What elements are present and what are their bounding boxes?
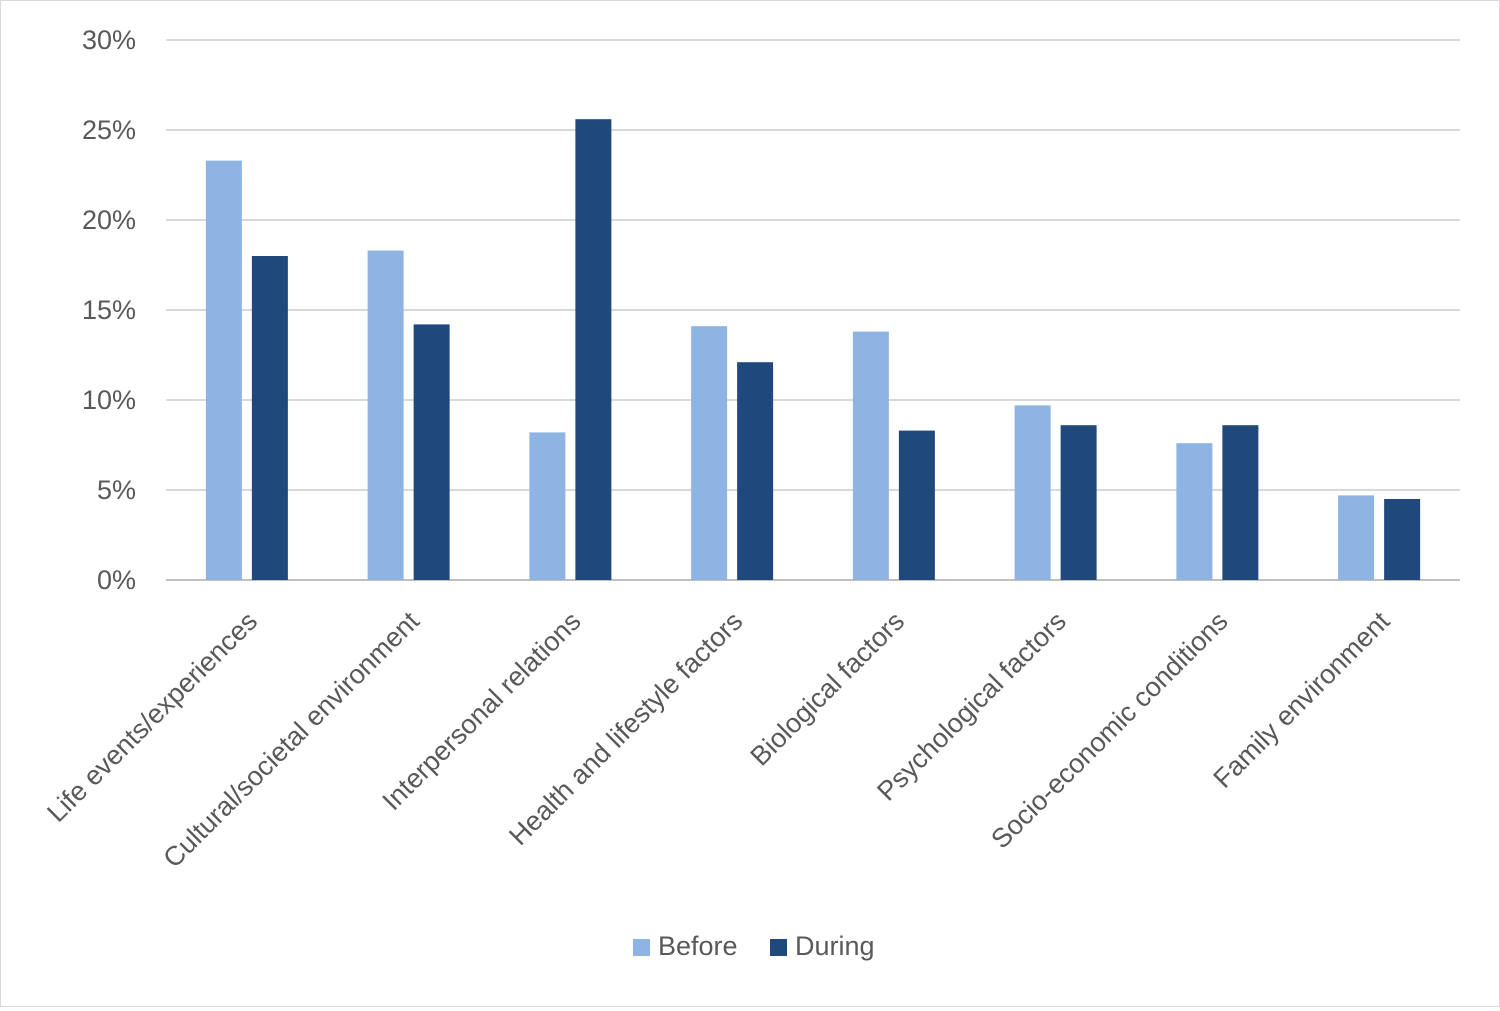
legend-label-before: Before: [658, 931, 738, 961]
bar-during-3: [575, 119, 612, 580]
x-tick-label: Family environment: [1208, 606, 1396, 794]
bar-during-2: [413, 324, 450, 580]
bar-during-8: [1384, 499, 1421, 580]
y-tick-label: 15%: [82, 295, 136, 325]
bar-before-6: [1014, 405, 1051, 580]
bar-before-1: [205, 160, 242, 580]
legend-label-during: During: [795, 931, 875, 961]
y-axis-ticks: 0% 5% 10% 15% 20% 25% 30%: [82, 25, 136, 595]
x-axis-labels: Life events/experiencesCultural/societal…: [41, 606, 1395, 874]
bar-before-4: [691, 326, 728, 580]
y-tick-label: 20%: [82, 205, 136, 235]
bar-during-7: [1222, 425, 1259, 580]
bar-before-8: [1338, 495, 1375, 580]
bar-before-5: [852, 331, 889, 580]
gridlines: [166, 39, 1460, 581]
y-tick-label: 10%: [82, 385, 136, 415]
x-tick-label: Cultural/societal environment: [157, 606, 425, 874]
bar-before-2: [367, 250, 404, 580]
bar-during-1: [251, 256, 288, 580]
bars: [205, 119, 1421, 580]
y-tick-label: 0%: [97, 565, 136, 595]
y-tick-label: 30%: [82, 25, 136, 55]
y-tick-label: 5%: [97, 475, 136, 505]
legend-swatch-during: [770, 939, 787, 956]
legend-swatch-before: [633, 939, 650, 956]
bar-during-6: [1060, 425, 1097, 580]
bar-during-4: [737, 362, 774, 580]
x-tick-label: Biological factors: [745, 606, 911, 772]
y-tick-label: 25%: [82, 115, 136, 145]
bar-before-7: [1176, 443, 1213, 580]
legend: Before During: [633, 931, 875, 961]
bar-during-5: [898, 430, 935, 580]
bar-before-3: [529, 432, 566, 580]
